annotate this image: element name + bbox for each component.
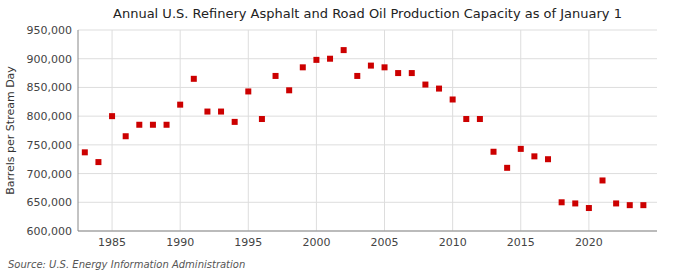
point — [545, 156, 551, 162]
y-axis-line — [78, 30, 79, 231]
y-tick-label: 600,000 — [27, 225, 73, 238]
x-tick-label: 1985 — [98, 236, 126, 249]
point — [232, 119, 238, 125]
y-tick-label: 850,000 — [27, 81, 73, 94]
point — [463, 116, 469, 122]
x-tick-label: 2015 — [507, 236, 535, 249]
x-tick-label: 1990 — [166, 236, 194, 249]
x-grid-line — [180, 30, 181, 231]
point — [422, 82, 428, 88]
point — [504, 165, 510, 171]
axes: 600,000 650,000 700,000 750,000 800,000 850,0… — [27, 24, 658, 249]
point — [109, 113, 115, 119]
point — [82, 149, 88, 155]
point — [191, 76, 197, 82]
point — [436, 86, 442, 92]
y-axis-label: Barrels per Stream Day — [4, 66, 17, 195]
point — [477, 116, 483, 122]
y-tick-label: 900,000 — [27, 53, 73, 66]
point — [327, 56, 333, 62]
y-grid-line — [78, 30, 657, 31]
point — [600, 177, 606, 183]
point — [395, 70, 401, 76]
point — [354, 73, 360, 79]
chart: Annual U.S. Refinery Asphalt and Road Oi… — [0, 0, 675, 275]
point — [382, 64, 388, 70]
x-tick-label: 2000 — [302, 236, 330, 249]
point — [273, 73, 279, 79]
source-note: Source: U.S. Energy Information Administ… — [8, 259, 245, 270]
point — [313, 57, 319, 63]
point — [259, 116, 265, 122]
x-tick-label: 1995 — [234, 236, 262, 249]
point — [150, 122, 156, 128]
point — [409, 70, 415, 76]
x-grid-line — [588, 30, 589, 231]
title: Annual U.S. Refinery Asphalt and Road Oi… — [113, 6, 622, 21]
point — [518, 146, 524, 152]
x-axis-line — [78, 231, 657, 232]
y-tick-label: 800,000 — [27, 110, 73, 123]
y-grid-line — [78, 58, 657, 59]
point — [245, 88, 251, 94]
x-grid-line — [384, 30, 385, 231]
x-grid-line — [452, 30, 453, 231]
point — [531, 153, 537, 159]
point — [450, 96, 456, 102]
x-tick-label: 2005 — [371, 236, 399, 249]
x-tick-label: 2010 — [439, 236, 467, 249]
y-grid-line — [78, 202, 657, 203]
y-tick-label: 650,000 — [27, 196, 73, 209]
point — [136, 122, 142, 128]
x-grid-line — [248, 30, 249, 231]
y-tick-label: 950,000 — [27, 24, 73, 37]
point — [286, 87, 292, 93]
x-grid-line — [520, 30, 521, 231]
point — [368, 63, 374, 69]
y-grid-line — [78, 144, 657, 145]
y-grid-line — [78, 116, 657, 117]
point — [300, 64, 306, 70]
point — [177, 102, 183, 108]
y-tick-label: 700,000 — [27, 168, 73, 181]
point — [586, 205, 592, 211]
y-grid-line — [78, 173, 657, 174]
point — [627, 202, 633, 208]
point — [123, 133, 129, 139]
point — [613, 200, 619, 206]
point — [95, 159, 101, 165]
point — [204, 109, 210, 115]
point — [164, 122, 170, 128]
point — [572, 200, 578, 206]
grid — [78, 30, 657, 231]
y-tick-label: 750,000 — [27, 139, 73, 152]
points — [82, 47, 647, 211]
point — [218, 109, 224, 115]
x-grid-line — [112, 30, 113, 231]
y-grid-line — [78, 87, 657, 88]
point — [559, 199, 565, 205]
point — [341, 47, 347, 53]
point — [640, 202, 646, 208]
x-tick-label: 2020 — [575, 236, 603, 249]
point — [491, 149, 497, 155]
y-grid-line — [78, 231, 657, 232]
